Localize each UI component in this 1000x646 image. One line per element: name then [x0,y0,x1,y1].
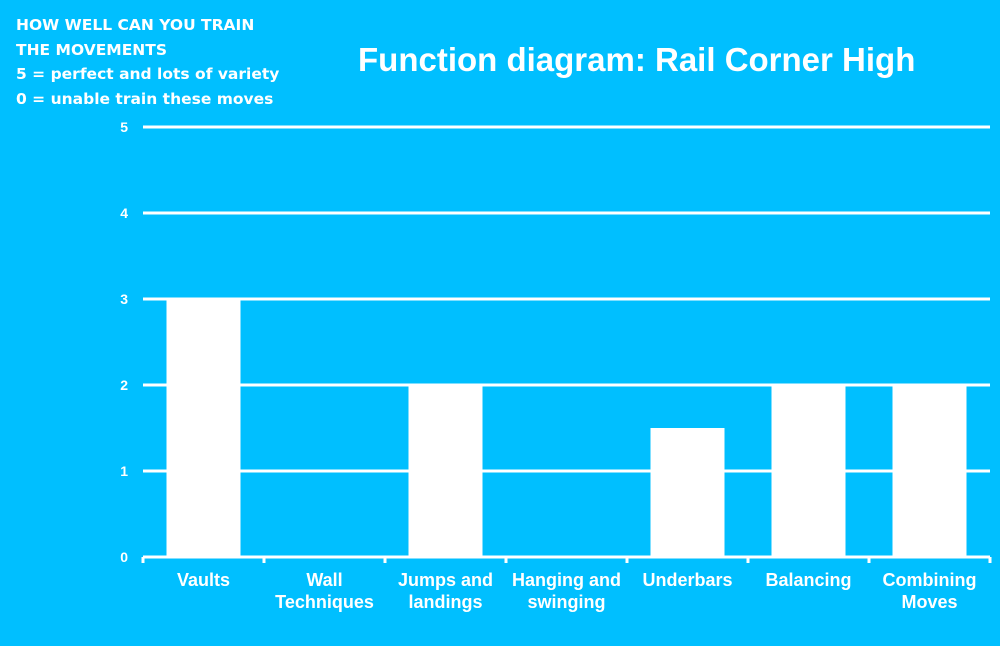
x-category-label: Balancing [765,570,851,590]
x-category-label: Wall Techniques [275,570,374,612]
y-tick-label: 0 [120,549,128,565]
y-tick-label: 5 [120,119,128,135]
y-tick-label: 1 [120,463,128,479]
bar [771,385,846,557]
x-category-label: Vaults [177,570,230,590]
bar [650,428,725,557]
chart-title: Function diagram: Rail Corner High [358,41,916,78]
x-category-label: Jumps and landings [398,570,493,612]
y-tick-label: 2 [120,377,128,393]
scale-note-line: 5 = perfect and lots of variety [16,65,280,83]
bar [892,385,967,557]
scale-note-line: 0 = unable train these moves [16,89,274,108]
y-tick-label: 3 [120,291,128,307]
scale-note-line: HOW WELL CAN YOU TRAIN [16,16,255,34]
y-tick-label: 4 [120,205,128,221]
x-category-label: Combining Moves [883,570,977,612]
scale-note: HOW WELL CAN YOU TRAIN THE MOVEMENTS 5 =… [16,13,279,111]
x-category-label: Underbars [642,570,732,590]
bar [408,385,483,557]
bar [166,299,241,557]
scale-note-line: THE MOVEMENTS [16,40,168,59]
x-category-label: Hanging and swinging [512,570,621,612]
